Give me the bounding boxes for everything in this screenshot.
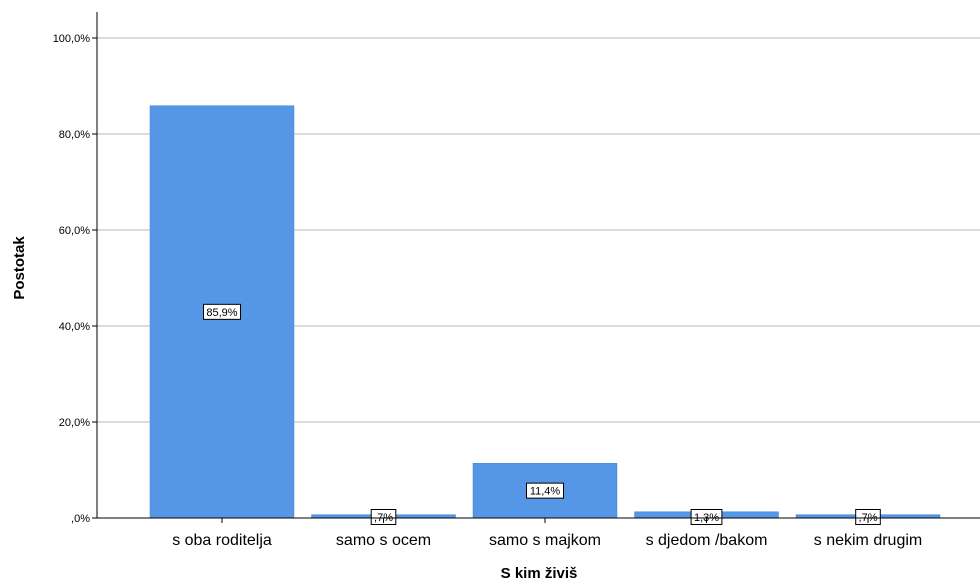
y-tick-label: 40,0% xyxy=(59,321,90,333)
data-label-box xyxy=(370,509,397,525)
data-label-box xyxy=(690,509,723,525)
data-label: 11,4% xyxy=(530,486,561,498)
x-tick-label: s oba roditelja xyxy=(172,532,272,549)
y-tick-label: ,0% xyxy=(71,513,90,525)
data-label: 85,9% xyxy=(206,307,237,319)
x-tick-label: s djedom /bakom xyxy=(646,532,768,549)
x-tick-label: samo s majkom xyxy=(489,532,601,549)
x-tick-label: samo s ocem xyxy=(336,532,431,549)
x-tick-label: s nekim drugim xyxy=(814,532,922,549)
data-label-box xyxy=(526,482,564,499)
y-tick-label: 80,0% xyxy=(59,129,90,141)
y-tick-label: 20,0% xyxy=(59,417,90,429)
y-axis-title: Postotak xyxy=(11,236,28,300)
bars: 85,9%,7%11,4%1,3%,7% xyxy=(149,105,941,525)
x-axis-tick-labels: s oba roditelja samo s ocem samo s majkom s… xyxy=(172,518,922,549)
data-label-box xyxy=(855,509,881,525)
y-tick-label: 60,0% xyxy=(59,225,90,237)
y-axis-ticks: ,0% 20,0% 40,0% 60,0% 80,0% 100,0% xyxy=(53,33,97,525)
y-tick-label: 100,0% xyxy=(53,33,91,45)
data-label-box xyxy=(203,303,241,320)
x-axis-title: S kim živiš xyxy=(501,565,578,582)
